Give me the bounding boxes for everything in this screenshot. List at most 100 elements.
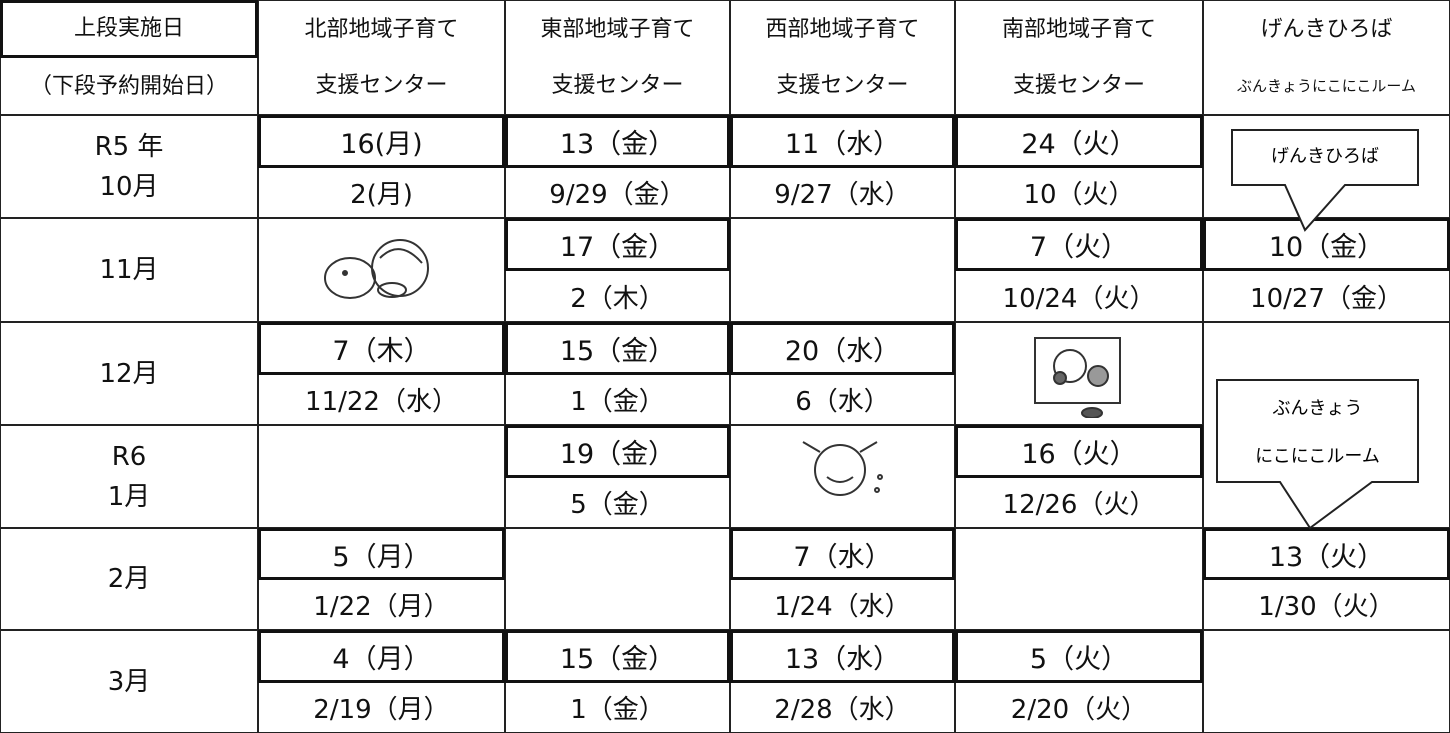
header-label-sub: （下段予約開始日） [0,58,258,115]
text: 10/24（火） [1002,283,1156,314]
text: 1（金） [570,386,665,417]
text: げんきひろば [1260,16,1393,42]
text: 3月 [107,666,151,697]
header-center: 北部地域子育て 支援センター [258,0,505,115]
text: 10月 [99,171,159,202]
text: 5（火） [1029,643,1129,675]
text: 5（月） [332,541,431,573]
reservation-date: 1（金） [505,373,730,425]
reservation-date: 10/24（火） [955,270,1203,322]
text: ぶんきょう [1272,398,1363,419]
header-center: 西部地域子育て 支援センター [730,0,955,115]
text: 1/30（火） [1258,592,1395,622]
text: 19（金） [559,438,676,470]
text: 2/19（月） [313,694,450,725]
event-date: 7（火） [955,218,1203,271]
reservation-date: 9/27（水） [730,166,955,218]
text: 17（金） [559,232,676,263]
text: 13（火） [1268,541,1385,573]
text: 東部地域子育て [540,16,695,42]
header-center: げんきひろばぶんきょうにこにこルーム [1203,0,1450,115]
reservation-date: 5（金） [505,476,730,528]
reservation-date: 1（金） [505,681,730,733]
event-date: 13（水） [730,630,955,683]
reservation-date: 10/27（金） [1203,270,1450,322]
month-cell: 2月 [0,528,258,630]
event-date: 24（火） [955,115,1203,168]
text: 24（火） [1021,128,1137,160]
month-cell: R6 1月 [0,425,258,528]
text: 11（水） [784,128,901,160]
text: 5（金） [570,489,665,520]
text: 支援センター [1012,72,1145,98]
month-cell: R5 年 10月 [0,115,258,218]
text: 1（金） [570,694,665,725]
text: 20（水） [784,335,901,367]
text: 西部地域子育て [765,16,920,42]
empty-cell [505,528,730,630]
text: 2(月) [350,179,413,210]
reservation-date: 1/30（火） [1203,579,1450,630]
event-date: 7（木） [258,322,505,375]
event-date: 11（水） [730,115,955,168]
event-date: 5（月） [258,528,505,580]
text: 支援センター [776,72,909,98]
text: 9/27（水） [774,179,911,210]
text: R6 [111,441,147,472]
empty-cell [258,218,505,322]
text: 11月 [99,255,159,285]
callout-text: げんきひろば [1232,133,1418,181]
reservation-date: 2(月) [258,166,505,218]
header-center: 南部地域子育て 支援センター [955,0,1203,115]
event-date: 15（金） [505,322,730,375]
text: 2/20（火） [1010,694,1148,725]
empty-cell [730,425,955,528]
event-date: 16（火） [955,425,1203,478]
text: 南部地域子育て [1001,16,1156,42]
event-date: 13（金） [505,115,730,168]
illustration [324,239,429,299]
text: 上段実施日 [73,16,184,41]
text: 支援センター [551,72,684,98]
event-date: 19（金） [505,425,730,478]
empty-cell [258,425,505,528]
callout [1231,129,1419,232]
callout [1216,379,1419,530]
text: 6（水） [795,386,890,417]
text: 7（木） [332,335,431,367]
event-date: 20（水） [730,322,955,375]
text: にこにこルーム [1255,446,1380,467]
month-cell: 12月 [0,322,258,425]
reservation-date: 12/26（火） [955,476,1203,528]
text: R5 年 [94,131,164,162]
text: 12月 [99,358,159,389]
text: 13（金） [559,128,676,160]
event-date: 4（月） [258,630,505,683]
text: 2/28（水） [774,694,911,725]
text: 12/26（火） [1002,489,1156,520]
event-date: 13（火） [1203,528,1450,580]
reservation-date: 1/22（月） [258,579,505,630]
event-date: 10（金） [1203,218,1450,271]
reservation-date: 2/20（火） [955,681,1203,733]
text: 7（火） [1029,232,1129,263]
text: 16（火） [1021,438,1137,470]
event-date: 16(月) [258,115,505,168]
text: 10/27（金） [1250,283,1403,314]
empty-cell [955,528,1203,630]
text: ぶんきょうにこにこルーム [1237,76,1416,95]
event-date: 7（水） [730,528,955,580]
reservation-date: 2/28（水） [730,681,955,733]
empty-cell [730,218,955,322]
text: 7（水） [793,541,892,573]
text: 1/24（水） [774,592,911,622]
text: 2月 [107,564,151,594]
callout-text: ぶんきょうにこにこルーム [1217,385,1418,481]
reservation-date: 11/22（水） [258,373,505,425]
text: 1/22（月） [313,592,450,622]
text: げんきひろば [1271,146,1379,167]
text: 10（火） [1023,179,1135,210]
reservation-date: 1/24（水） [730,579,955,630]
